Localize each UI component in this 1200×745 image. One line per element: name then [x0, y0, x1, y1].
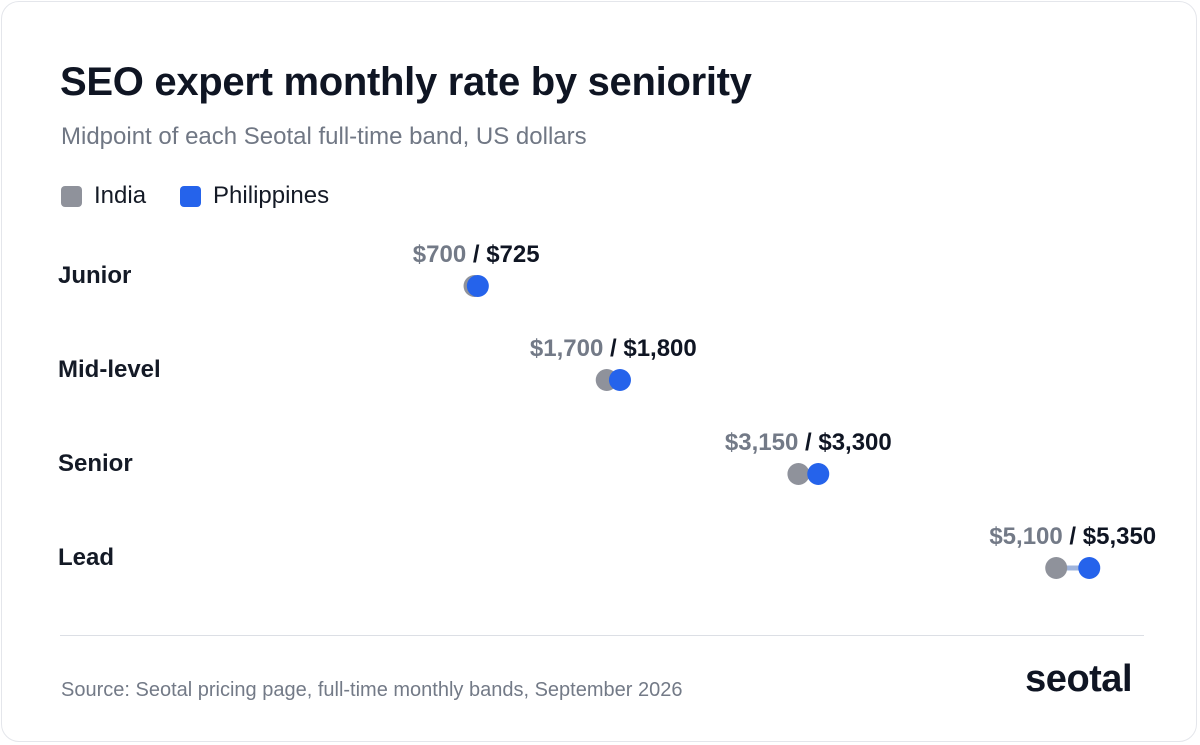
legend-swatch-india: [61, 185, 82, 207]
source-note: Source: Seotal pricing page, full-time m…: [61, 679, 683, 701]
value-separator-senior: /: [798, 429, 818, 456]
value-india-junior: $700: [413, 241, 466, 268]
value-india-lead: $5,100: [989, 523, 1062, 550]
value-label-senior: $3,150 / $3,300: [725, 429, 892, 456]
value-separator-mid-level: /: [603, 335, 623, 362]
value-label-lead: $5,100 / $5,350: [989, 523, 1156, 550]
legend: India Philippines: [61, 182, 363, 210]
chart-subtitle: Midpoint of each Seotal full-time band, …: [61, 123, 587, 150]
row-label-senior: Senior: [58, 450, 133, 477]
seotal-logo: seotal: [1025, 658, 1132, 700]
value-india-mid-level: $1,700: [530, 335, 603, 362]
value-label-junior: $700 / $725: [413, 241, 540, 268]
row-label-mid-level: Mid-level: [58, 356, 161, 383]
value-philippines-junior: $725: [486, 241, 539, 268]
value-philippines-senior: $3,300: [818, 429, 891, 456]
row-label-lead: Lead: [58, 544, 114, 571]
row-label-junior: Junior: [58, 262, 131, 289]
value-philippines-mid-level: $1,800: [623, 335, 696, 362]
legend-item-india: India: [61, 182, 146, 210]
dot-india-lead: [1045, 557, 1068, 579]
dot-philippines-senior: [807, 463, 830, 485]
value-india-senior: $3,150: [725, 429, 798, 456]
value-philippines-lead: $5,350: [1083, 523, 1156, 550]
chart-title: SEO expert monthly rate by seniority: [60, 60, 752, 104]
dot-philippines-mid-level: [608, 369, 631, 391]
legend-swatch-philippines: [180, 185, 202, 207]
value-separator-junior: /: [466, 241, 486, 268]
value-label-mid-level: $1,700 / $1,800: [530, 335, 697, 362]
legend-label-india: India: [94, 182, 147, 209]
dot-philippines-lead: [1078, 557, 1101, 579]
footer-divider: [60, 635, 1144, 636]
legend-item-philippines: Philippines: [180, 182, 329, 210]
value-separator-lead: /: [1063, 523, 1083, 550]
dot-philippines-junior: [466, 275, 489, 297]
legend-label-philippines: Philippines: [213, 182, 330, 209]
dot-india-senior: [787, 463, 810, 485]
